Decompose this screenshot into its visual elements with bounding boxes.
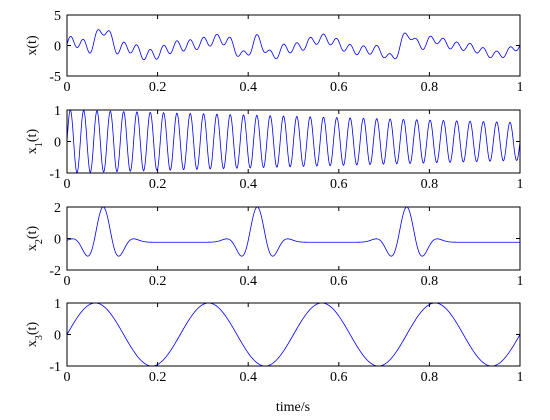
x-tick-label: 0 (64, 274, 71, 289)
x-tick-label: 0.6 (330, 274, 348, 289)
y-tick-label: 5 (54, 9, 61, 24)
x-tick-label: 0.8 (421, 80, 439, 95)
x-tick-label: 0.8 (421, 274, 439, 289)
y-tick-label: 0 (54, 40, 61, 55)
y-tick-label: 2 (54, 201, 61, 216)
x-tick-label: 0 (64, 370, 71, 385)
x-tick-label: 0 (64, 177, 71, 192)
x-tick-label: 0.6 (330, 177, 348, 192)
x-tick-label: 0.2 (149, 177, 167, 192)
x-axis-label: time/s (276, 400, 310, 415)
y-tick-label: 1 (54, 297, 61, 312)
x-tick-label: 0.6 (330, 80, 348, 95)
y-axis-label: x2(t) (25, 226, 45, 252)
y-tick-label: 1 (54, 104, 61, 119)
series-line-1 (66, 29, 521, 61)
x-tick-label: 1 (517, 370, 524, 385)
y-tick-label: 0 (54, 136, 61, 151)
subplot-1: 0 0.2 0.4 0.6 0.8 150-5x(t) (25, 9, 524, 95)
x-tick-label: 0.4 (239, 80, 257, 95)
x-tick-label: 1 (517, 80, 524, 95)
x-tick-label: 0.2 (149, 370, 167, 385)
x-tick-label: 1 (517, 177, 524, 192)
series-line-2 (66, 109, 521, 174)
y-tick-label: -5 (49, 70, 61, 85)
y-tick-label: 0 (54, 329, 61, 344)
x-tick-label: 0.8 (421, 177, 439, 192)
y-tick-label: -2 (49, 264, 61, 279)
x-tick-label: 0.4 (239, 274, 257, 289)
series-line-4 (66, 302, 521, 367)
y-axis-label: x(t) (25, 35, 40, 56)
x-tick-label: 0.2 (149, 274, 167, 289)
y-axis-label: x3(t) (25, 322, 45, 348)
y-axis-label: x1(t) (25, 129, 45, 155)
subplot-panels: 0 0.2 0.4 0.6 0.8 150-5x(t)0 0.2 0.4 0.6 0.8 110-1… (25, 9, 524, 385)
y-tick-label: -1 (49, 167, 61, 182)
subplot-3: 0 0.2 0.4 0.6 0.8 120-2x2(t) (25, 201, 524, 289)
series-line-3 (66, 206, 520, 257)
x-tick-label: 0.4 (239, 370, 257, 385)
x-tick-label: 0.8 (421, 370, 439, 385)
y-tick-label: 0 (54, 233, 61, 248)
subplot-2: 0 0.2 0.4 0.6 0.8 110-1x1(t) (25, 104, 524, 192)
x-tick-label: 0 (64, 80, 71, 95)
subplot-4: 0 0.2 0.4 0.6 0.8 110-1x3(t) (25, 297, 524, 385)
x-tick-label: 1 (517, 274, 524, 289)
x-tick-label: 0.4 (239, 177, 257, 192)
x-tick-label: 0.6 (330, 370, 348, 385)
y-tick-label: -1 (49, 360, 61, 375)
axes-frame-3 (66, 206, 521, 271)
x-tick-label: 0.2 (149, 80, 167, 95)
